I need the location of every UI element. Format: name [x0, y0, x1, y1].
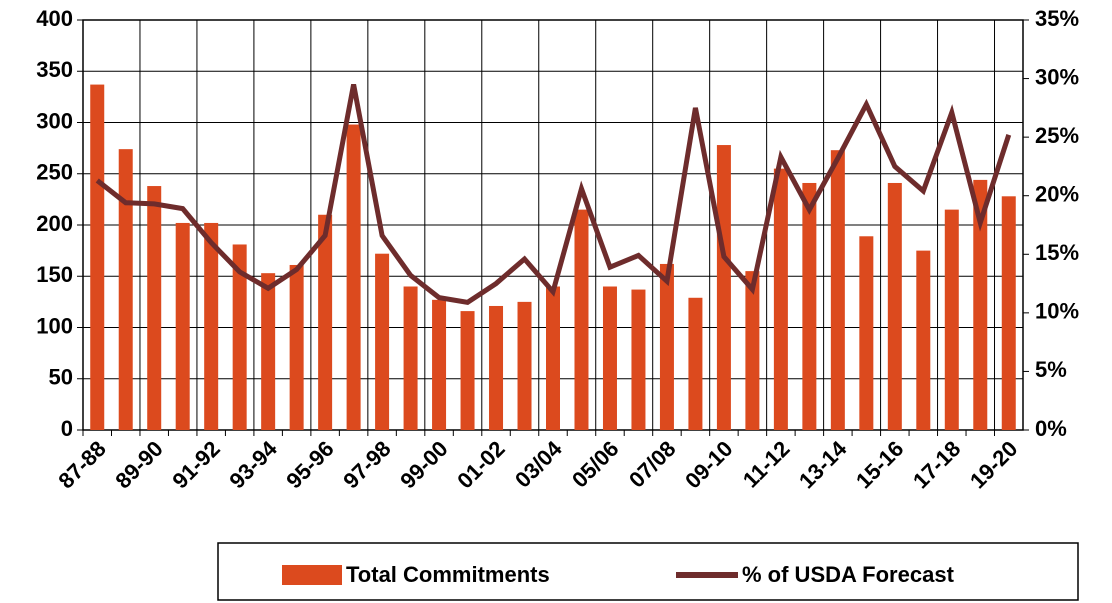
y-tick-label: 50 [49, 365, 73, 390]
bar [887, 182, 902, 430]
y2-tick-label: 30% [1035, 64, 1079, 89]
x-tick-label: 07/08 [624, 436, 681, 493]
x-tick-label: 93-94 [224, 435, 282, 493]
bar [859, 236, 874, 430]
bar [944, 209, 959, 430]
y-tick-label: 0 [61, 416, 73, 441]
x-tick-label: 97-98 [338, 436, 395, 493]
y2-tick-label: 0% [1035, 416, 1067, 441]
x-tick-label: 91-92 [167, 436, 224, 493]
bar [517, 301, 532, 430]
bar [773, 168, 788, 430]
bar [346, 124, 361, 431]
x-tick-label: 17-18 [908, 436, 965, 493]
y-tick-label: 200 [36, 211, 73, 236]
y2-tick-label: 5% [1035, 357, 1067, 382]
y2-tick-label: 20% [1035, 182, 1079, 207]
y-tick-label: 250 [36, 160, 73, 185]
bar [118, 149, 133, 430]
bar [916, 250, 931, 430]
y-tick-label: 350 [36, 57, 73, 82]
bar [802, 182, 817, 430]
bar [460, 311, 475, 430]
bar [688, 297, 703, 430]
legend-box [217, 542, 1079, 601]
y2-tick-label: 35% [1035, 6, 1079, 31]
bar [147, 186, 162, 430]
x-tick-label: 89-90 [110, 436, 167, 493]
bar [90, 84, 105, 430]
bar [830, 150, 845, 431]
x-tick-label: 09-10 [680, 436, 737, 493]
bar [318, 214, 333, 430]
y2-tick-label: 10% [1035, 299, 1079, 324]
bar [289, 264, 304, 430]
y-tick-label: 150 [36, 262, 73, 287]
x-tick-label: 13-14 [794, 435, 852, 493]
bar [204, 222, 219, 430]
bar [432, 299, 447, 430]
bar [716, 145, 731, 431]
bar [546, 286, 560, 430]
y-tick-label: 300 [36, 108, 73, 133]
bar [261, 273, 276, 430]
legend-label: % of USDA Forecast [742, 562, 955, 587]
bar [574, 209, 589, 430]
x-tick-label: 15-16 [851, 436, 908, 493]
x-tick-label: 19-20 [965, 436, 1022, 493]
x-tick-label: 03/04 [510, 435, 567, 492]
line [95, 83, 1012, 305]
bar [659, 263, 674, 430]
bar [602, 286, 617, 430]
bar [175, 222, 190, 430]
x-tick-label: 87-88 [53, 436, 110, 493]
bar [232, 244, 247, 430]
y2-tick-label: 25% [1035, 123, 1079, 148]
y-tick-label: 100 [36, 313, 73, 338]
bar [1001, 196, 1016, 430]
bar [973, 179, 988, 430]
bar [489, 305, 504, 430]
bar [375, 253, 390, 430]
bar [403, 286, 418, 430]
x-tick-label: 99-00 [395, 436, 452, 493]
x-tick-label: 95-96 [281, 436, 338, 493]
x-tick-label: 05/06 [567, 436, 624, 493]
bar [631, 289, 646, 430]
x-tick-label: 01-02 [452, 436, 509, 493]
y-tick-label: 400 [36, 6, 73, 31]
legend-label: Total Commitments [346, 562, 550, 587]
bar [745, 271, 760, 430]
x-tick-label: 11-12 [738, 436, 795, 493]
legend-swatch [282, 565, 342, 585]
y2-tick-label: 15% [1035, 240, 1079, 265]
